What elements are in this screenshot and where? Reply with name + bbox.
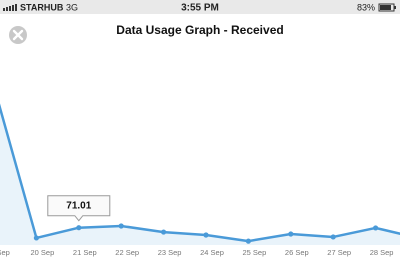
data-point (33, 235, 40, 241)
x-tick-label: 22 Sep (115, 248, 139, 257)
value-tooltip: 71.01 (47, 195, 111, 222)
x-tick-label: 24 Sep (200, 248, 224, 257)
data-point (76, 225, 82, 231)
x-tick-label: 25 Sep (243, 248, 267, 257)
close-button[interactable] (9, 26, 27, 44)
data-point (245, 238, 251, 244)
battery-level: 83% (357, 2, 375, 12)
data-line (0, 103, 400, 243)
tooltip-value: 71.01 (66, 200, 91, 211)
x-tick-label: 28 Sep (370, 248, 394, 257)
data-point (161, 229, 167, 235)
data-point (288, 231, 294, 237)
plot-area (0, 103, 400, 245)
area-fill (0, 107, 400, 245)
chart-title: Data Usage Graph - Received (116, 23, 283, 37)
x-tick-label: 23 Sep (158, 248, 182, 257)
data-point (330, 234, 336, 240)
x-tick-label: 9 Sep (0, 248, 10, 257)
x-tick-label: 26 Sep (285, 248, 309, 257)
battery-icon (378, 3, 396, 12)
data-point (203, 232, 209, 238)
clock: 3:55 PM (181, 3, 219, 14)
x-tick-label: 20 Sep (31, 248, 55, 257)
carrier: STARHUB (20, 2, 64, 12)
tooltip-box (47, 195, 111, 222)
data-point (118, 223, 124, 229)
signal-bars (3, 4, 17, 11)
data-point (373, 225, 379, 231)
status-bar (0, 0, 400, 14)
x-tick-label: 21 Sep (73, 248, 97, 257)
network: 3G (66, 2, 78, 12)
x-tick-label: 27 Sep (327, 248, 351, 257)
